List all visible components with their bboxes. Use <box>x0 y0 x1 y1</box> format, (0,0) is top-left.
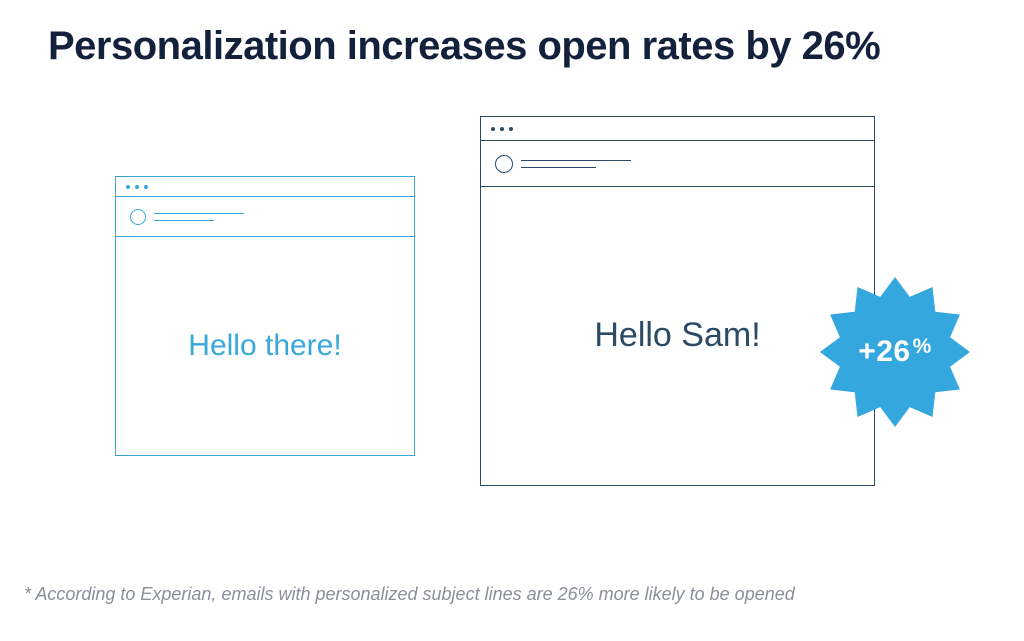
badge-text: +26% <box>858 335 932 369</box>
address-line-icon <box>521 167 596 168</box>
address-line-icon <box>521 160 631 161</box>
badge-percent: % <box>913 335 932 358</box>
address-lines <box>154 213 244 221</box>
window-dot-icon <box>126 185 130 189</box>
window-titlebar <box>481 117 874 141</box>
address-line-icon <box>154 220 214 221</box>
window-titlebar <box>116 177 414 197</box>
browser-window-generic: Hello there! <box>115 176 415 456</box>
window-dot-icon <box>135 185 139 189</box>
address-line-icon <box>154 213 244 214</box>
window-toolbar <box>481 141 874 187</box>
illustration-area: Hello there! Hello Sam! +26% <box>0 116 1024 546</box>
window-dot-icon <box>509 127 513 131</box>
window-dot-icon <box>144 185 148 189</box>
percentage-badge: +26% <box>820 277 970 427</box>
badge-number: +26 <box>858 335 910 368</box>
greeting-generic: Hello there! <box>188 329 341 363</box>
browser-window-personalized: Hello Sam! <box>480 116 875 486</box>
greeting-personalized: Hello Sam! <box>594 316 760 355</box>
address-circle-icon <box>130 209 146 225</box>
window-dot-icon <box>500 127 504 131</box>
address-lines <box>521 160 631 168</box>
window-dot-icon <box>491 127 495 131</box>
window-body: Hello there! <box>116 237 414 454</box>
window-toolbar <box>116 197 414 237</box>
address-circle-icon <box>495 155 513 173</box>
headline: Personalization increases open rates by … <box>48 24 1024 69</box>
window-body: Hello Sam! <box>481 187 874 484</box>
footnote: * According to Experian, emails with per… <box>24 584 795 605</box>
